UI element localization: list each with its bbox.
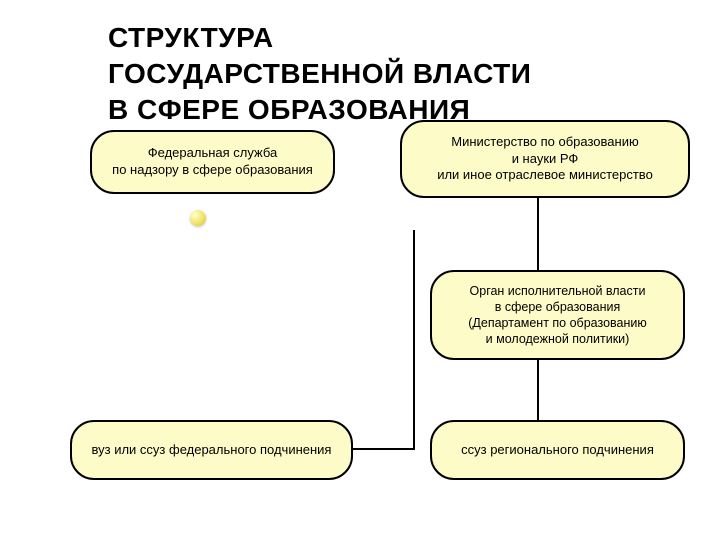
connector-n2-n3-seg0 — [537, 198, 539, 270]
connector-n3-n5-seg0 — [537, 360, 539, 420]
connector-n2-n4-seg0 — [413, 230, 415, 450]
node-n4: вуз или ссуз федерального подчинения — [70, 420, 353, 480]
node-n1: Федеральная службапо надзору в сфере обр… — [90, 130, 335, 194]
node-n2: Министерство по образованиюи науки РФили… — [400, 120, 690, 198]
node-n3: Орган исполнительной властив сфере образ… — [430, 270, 685, 360]
page-title-line-1: СТРУКТУРА — [108, 22, 274, 54]
node-n5: ссуз регионального подчинения — [430, 420, 685, 480]
connector-n2-n4-seg1 — [353, 448, 415, 450]
diagram-canvas: СТРУКТУРАГОСУДАРСТВЕННОЙ ВЛАСТИВ СФЕРЕ О… — [0, 0, 720, 540]
page-title-line-2: ГОСУДАРСТВЕННОЙ ВЛАСТИ — [108, 58, 531, 90]
bullet-icon — [190, 210, 206, 226]
